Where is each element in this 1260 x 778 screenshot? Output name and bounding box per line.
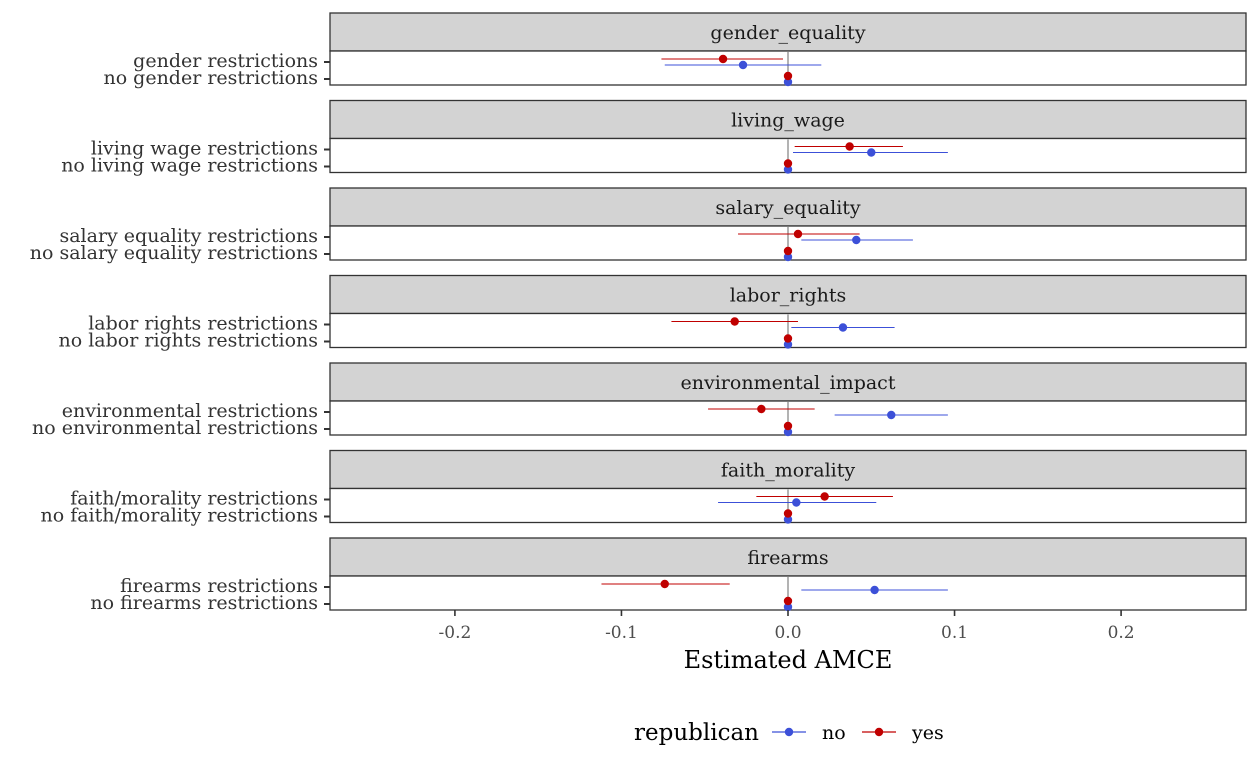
y-tick-label: no salary equality restrictions bbox=[30, 242, 318, 264]
facet-panel-environmental-impact: environmental_impact environmental restri… bbox=[32, 362, 1247, 439]
y-tick-label: salary equality restrictions bbox=[59, 225, 318, 247]
point-no bbox=[783, 427, 793, 437]
y-tick-label: environmental restrictions bbox=[62, 400, 318, 422]
legend-label-yes: yes bbox=[911, 722, 944, 744]
point-no bbox=[783, 77, 793, 87]
point-no bbox=[867, 148, 876, 157]
facet-strip bbox=[329, 187, 1247, 227]
point-yes bbox=[845, 142, 854, 151]
facet-strip-label: gender_equality bbox=[710, 22, 865, 44]
legend-title: republican bbox=[634, 720, 759, 746]
point-yes bbox=[783, 159, 793, 168]
y-tick-label: no labor rights restrictions bbox=[59, 330, 318, 352]
y-tick-label: no environmental restrictions bbox=[32, 417, 318, 439]
facet-strip-label: faith_morality bbox=[721, 460, 855, 482]
point-no bbox=[838, 323, 848, 332]
y-tick-label: no faith/morality restrictions bbox=[40, 505, 318, 527]
facet-strip bbox=[329, 99, 1247, 140]
point-no bbox=[783, 165, 793, 174]
legend-label-no: no bbox=[822, 722, 846, 744]
point-no bbox=[738, 60, 748, 70]
facet-strip bbox=[329, 274, 1247, 315]
point-no bbox=[887, 410, 896, 420]
point-no bbox=[783, 515, 793, 524]
facet-panel-faith-morality: faith_morality faith/morality restriction… bbox=[40, 449, 1247, 527]
facet-strip-label: salary_equality bbox=[715, 197, 861, 219]
point-yes bbox=[783, 334, 793, 343]
point-yes bbox=[793, 229, 803, 239]
point-no bbox=[870, 585, 879, 595]
x-tick-label: -0.2 bbox=[439, 623, 472, 643]
y-tick-label: firearms restrictions bbox=[120, 575, 318, 597]
legend: republican no yes bbox=[634, 720, 944, 746]
point-no bbox=[792, 498, 801, 507]
facet-strip-label: labor_rights bbox=[730, 285, 847, 307]
point-yes bbox=[820, 492, 829, 501]
x-axis-title: Estimated AMCE bbox=[684, 646, 893, 674]
point-yes bbox=[783, 596, 793, 606]
y-tick-label: labor rights restrictions bbox=[88, 313, 318, 335]
facet-strip bbox=[329, 449, 1247, 490]
y-tick-label: living wage restrictions bbox=[91, 138, 318, 160]
x-tick-label: 0.2 bbox=[1108, 623, 1135, 643]
point-yes bbox=[783, 421, 793, 431]
facet-strip-label: firearms bbox=[747, 547, 828, 569]
facet-strip bbox=[329, 12, 1247, 52]
point-no bbox=[783, 252, 793, 262]
x-tick-label: 0.0 bbox=[774, 623, 801, 643]
y-tick-label: gender restrictions bbox=[133, 50, 318, 72]
point-yes bbox=[783, 71, 793, 81]
point-no bbox=[783, 340, 793, 349]
y-tick-label: faith/morality restrictions bbox=[70, 488, 318, 510]
facet-strip-label: environmental_impact bbox=[681, 372, 896, 394]
y-tick-label: no living wage restrictions bbox=[61, 155, 318, 177]
y-tick-label: no gender restrictions bbox=[103, 67, 318, 89]
y-tick-label: no firearms restrictions bbox=[90, 592, 318, 614]
point-no bbox=[852, 235, 861, 245]
point-yes bbox=[660, 579, 669, 589]
facet-strip bbox=[329, 362, 1247, 402]
facet-strip-label: living_wage bbox=[731, 110, 845, 132]
point-yes bbox=[730, 317, 739, 326]
point-yes bbox=[783, 246, 793, 256]
legend-key-point-yes bbox=[874, 727, 884, 737]
x-tick-label: -0.1 bbox=[605, 623, 638, 643]
x-axis: -0.2 -0.1 0.0 0.1 0.2 Estimated AMCE bbox=[439, 610, 1135, 674]
x-tick-label: 0.1 bbox=[941, 623, 968, 643]
legend-key-point-no bbox=[784, 727, 794, 737]
point-yes bbox=[757, 404, 766, 414]
point-no bbox=[783, 602, 793, 612]
facet-strip bbox=[329, 537, 1247, 577]
point-yes bbox=[783, 509, 793, 518]
point-yes bbox=[718, 54, 728, 64]
